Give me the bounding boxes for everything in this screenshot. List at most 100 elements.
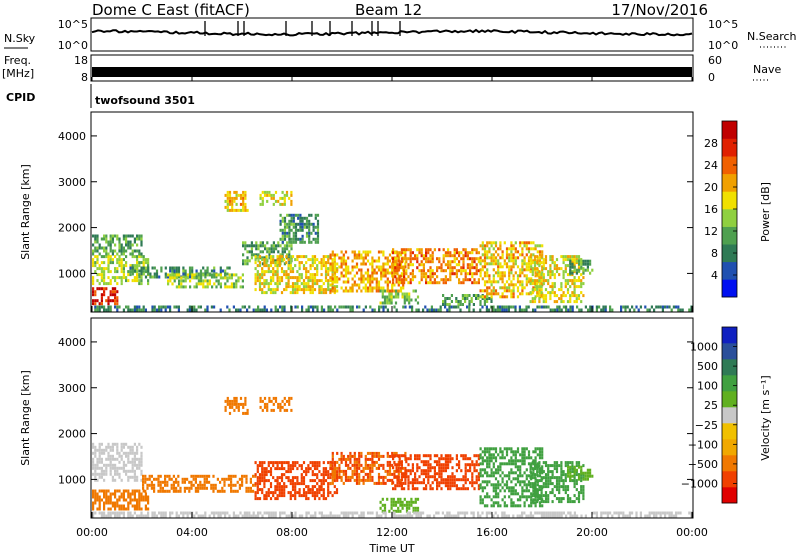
data-cell bbox=[268, 247, 271, 251]
data-cell bbox=[133, 255, 136, 259]
data-cell bbox=[490, 253, 493, 257]
data-cell bbox=[103, 255, 106, 259]
data-cell bbox=[447, 463, 450, 467]
data-cell bbox=[471, 463, 474, 467]
data-cell bbox=[272, 244, 275, 248]
data-cell bbox=[488, 274, 491, 278]
data-cell bbox=[371, 454, 374, 458]
data-cell bbox=[404, 250, 407, 254]
data-cell bbox=[286, 247, 289, 251]
data-cell bbox=[396, 251, 399, 255]
data-cell bbox=[269, 288, 273, 292]
data-cell bbox=[371, 262, 374, 266]
data-cell bbox=[527, 480, 531, 484]
data-cell bbox=[175, 486, 178, 490]
data-cell bbox=[536, 462, 539, 466]
data-cell bbox=[310, 222, 313, 226]
data-cell bbox=[114, 478, 117, 482]
data-cell bbox=[268, 514, 271, 518]
data-cell bbox=[253, 253, 256, 257]
data-cell bbox=[237, 408, 240, 412]
data-cell bbox=[429, 269, 432, 273]
data-cell bbox=[259, 241, 262, 245]
data-cell bbox=[566, 264, 570, 268]
data-cell bbox=[246, 259, 249, 263]
data-cell bbox=[573, 500, 576, 504]
data-cell bbox=[562, 273, 565, 277]
data-cell bbox=[105, 469, 108, 473]
nsky-tick-high: 10^5 bbox=[58, 18, 88, 31]
data-cell bbox=[508, 247, 511, 251]
data-cell bbox=[92, 495, 95, 499]
data-cell bbox=[162, 305, 165, 309]
data-cell bbox=[429, 266, 432, 270]
data-cell bbox=[369, 463, 372, 467]
data-cell bbox=[147, 514, 150, 518]
data-cell bbox=[442, 466, 445, 470]
data-cell bbox=[510, 471, 513, 475]
data-cell bbox=[138, 255, 141, 259]
data-cell bbox=[531, 273, 534, 277]
data-cell bbox=[294, 497, 297, 501]
data-cell bbox=[138, 489, 141, 493]
data-cell bbox=[543, 305, 546, 309]
data-cell bbox=[392, 481, 395, 485]
data-cell bbox=[529, 255, 532, 259]
data-cell bbox=[388, 253, 392, 257]
data-cell bbox=[560, 294, 563, 298]
data-cell bbox=[263, 279, 266, 283]
data-cell bbox=[298, 491, 301, 495]
data-cell bbox=[424, 305, 427, 309]
data-cell bbox=[628, 511, 631, 515]
data-cell bbox=[453, 254, 456, 258]
data-cell bbox=[140, 507, 143, 511]
data-cell bbox=[606, 511, 609, 515]
data-cell bbox=[573, 468, 576, 472]
data-cell bbox=[425, 463, 428, 467]
data-cell bbox=[340, 460, 343, 464]
data-cell bbox=[289, 482, 292, 486]
data-cell bbox=[394, 251, 397, 255]
data-cell bbox=[412, 500, 415, 504]
data-cell bbox=[438, 481, 441, 485]
data-cell bbox=[473, 469, 476, 473]
data-cell bbox=[571, 291, 574, 295]
data-cell bbox=[256, 476, 259, 480]
data-cell bbox=[170, 477, 173, 481]
data-cell bbox=[584, 305, 587, 309]
data-cell bbox=[140, 478, 143, 482]
data-cell bbox=[523, 447, 526, 451]
data-cell bbox=[311, 279, 314, 283]
data-cell bbox=[503, 474, 506, 478]
data-cell bbox=[481, 297, 484, 300]
data-cell bbox=[433, 308, 436, 312]
data-cell bbox=[580, 258, 583, 262]
data-cell bbox=[287, 491, 290, 495]
data-cell bbox=[107, 507, 110, 511]
data-cell bbox=[125, 249, 128, 253]
data-cell bbox=[405, 248, 408, 252]
data-cell bbox=[144, 308, 147, 312]
data-cell bbox=[105, 240, 108, 244]
data-cell bbox=[475, 272, 478, 276]
data-cell bbox=[358, 256, 361, 260]
data-cell bbox=[532, 308, 535, 312]
data-cell bbox=[373, 268, 376, 272]
data-cell bbox=[483, 250, 487, 254]
data-cell bbox=[269, 291, 273, 295]
data-cell bbox=[544, 300, 548, 304]
data-cell bbox=[551, 270, 554, 274]
data-cell bbox=[331, 253, 334, 257]
data-cell bbox=[490, 259, 493, 263]
data-cell bbox=[380, 514, 383, 518]
data-cell bbox=[514, 492, 517, 496]
data-cell bbox=[397, 506, 400, 510]
data-cell bbox=[316, 464, 319, 468]
data-cell bbox=[167, 282, 170, 286]
data-cell bbox=[525, 495, 528, 499]
data-cell bbox=[201, 486, 204, 490]
data-cell bbox=[542, 297, 545, 301]
data-cell bbox=[127, 478, 130, 482]
data-cell bbox=[138, 282, 141, 286]
